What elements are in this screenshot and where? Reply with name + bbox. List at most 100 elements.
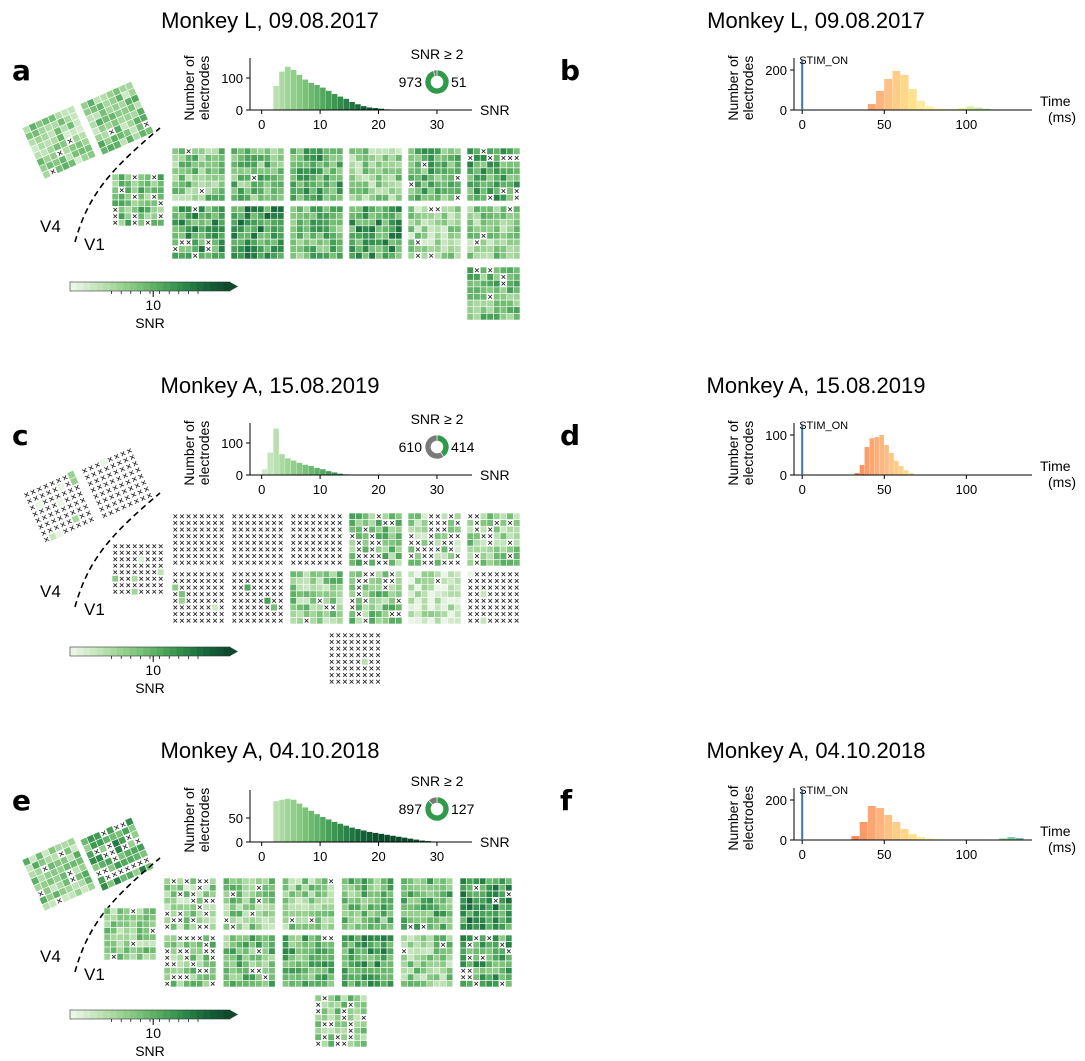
colorbar-segment (90, 647, 98, 656)
excluded-marker (139, 583, 144, 588)
electrode-cell (375, 603, 383, 612)
electrode-cell (479, 286, 488, 294)
colorbar-segment (203, 647, 211, 656)
excluded-marker (63, 528, 69, 534)
electrode-cell (388, 583, 396, 592)
electrode-cell (375, 245, 383, 253)
histogram-bar (290, 460, 297, 475)
excluded-marker (133, 498, 140, 505)
electrode-cell (420, 583, 429, 592)
electrode-cell (407, 577, 415, 585)
excluded-marker (212, 534, 218, 539)
stim-on-label: STIM_ON (799, 55, 848, 67)
electrode-cell (440, 180, 449, 189)
electrode-cell (361, 194, 370, 202)
electrode-cell (420, 154, 429, 162)
electrode-cell (513, 539, 521, 547)
electrode-cell (434, 610, 442, 618)
electrode-cell (218, 245, 226, 253)
excluded-marker (69, 525, 75, 531)
excluded-marker (113, 453, 120, 460)
electrode-cell (368, 617, 376, 625)
electrode-cell (329, 245, 337, 253)
electrode-cell (355, 218, 363, 227)
excluded-marker (212, 547, 218, 552)
electrode-cell (506, 512, 514, 520)
electrode-cell (289, 194, 297, 202)
electrode-cell (473, 218, 481, 227)
excluded-marker (152, 557, 157, 562)
electrode-cell (322, 570, 331, 578)
electrode-cell (466, 570, 474, 578)
electrode-cell (171, 212, 179, 220)
electrode-cell (434, 147, 442, 155)
excluded-marker (88, 465, 94, 471)
electrode-cell (368, 252, 376, 260)
electrode-cell (157, 173, 165, 181)
electrode-cell (361, 590, 370, 598)
electrode-cell (375, 519, 383, 527)
electrode-cell (336, 590, 344, 598)
electrode-cell (427, 603, 435, 612)
excluded-marker (85, 510, 92, 516)
electrode-cell (336, 245, 344, 253)
excluded-marker (63, 512, 70, 519)
electrode-cell (178, 154, 186, 162)
colorbar-segment (70, 282, 78, 291)
electrode-cell (447, 167, 455, 175)
electrode-cell (506, 266, 514, 274)
electrode-cell (493, 293, 501, 301)
colorbar-segment (183, 647, 191, 656)
electrode-cell (388, 545, 396, 554)
electrode-cell (454, 610, 462, 618)
panel-title: Monkey A, 15.08.2019 (707, 373, 926, 398)
electrode-cell (361, 532, 370, 540)
electrode-cell (407, 238, 415, 247)
colorbar-segment (83, 282, 91, 291)
electrode-cell (218, 154, 226, 162)
electrode-cell (466, 559, 474, 567)
electrode-cell (447, 610, 455, 618)
histogram-bar (302, 464, 309, 475)
electrode-cell (414, 559, 422, 567)
electrode-cell (375, 590, 383, 598)
electrode-cell (198, 160, 206, 169)
electrode-cell (348, 147, 356, 155)
electrode-cell (309, 187, 317, 195)
electrode-cell (493, 154, 501, 162)
electrode-cell (277, 160, 285, 169)
excluded-marker (199, 527, 204, 532)
electrode-cell (316, 187, 324, 195)
electrode-cell (355, 180, 363, 189)
electrode-cell (322, 187, 331, 195)
colorbar-segment (156, 282, 164, 291)
excluded-marker (179, 520, 185, 526)
electrode-cell (336, 232, 344, 240)
electrode-cell (230, 194, 238, 202)
excluded-marker (132, 194, 137, 199)
electrode-cell (479, 154, 488, 162)
electrode-cell (348, 205, 356, 213)
electrode-cell (230, 160, 238, 169)
electrode-cell (355, 519, 363, 527)
electrode-cell (486, 225, 494, 233)
excluded-marker (152, 570, 157, 575)
electrode-cell (493, 525, 501, 534)
electrode-cell (230, 180, 238, 189)
electrode-cell (309, 617, 317, 625)
electrode-cell (407, 194, 415, 202)
excluded-marker (252, 514, 257, 519)
electrode-cell (454, 525, 462, 534)
electrode-cell (479, 273, 488, 281)
electrode-cell (329, 583, 337, 592)
electrode-cell (230, 154, 238, 162)
electrode-cell (211, 187, 219, 195)
electrode-cell (375, 252, 383, 260)
colorbar-label: SNR (135, 315, 165, 331)
excluded-marker (152, 194, 157, 199)
electrode-cell (361, 218, 370, 227)
excluded-marker (128, 470, 135, 476)
electrode-cell (513, 160, 521, 169)
electrode-cell (454, 218, 462, 227)
electrode-cell (473, 532, 481, 540)
